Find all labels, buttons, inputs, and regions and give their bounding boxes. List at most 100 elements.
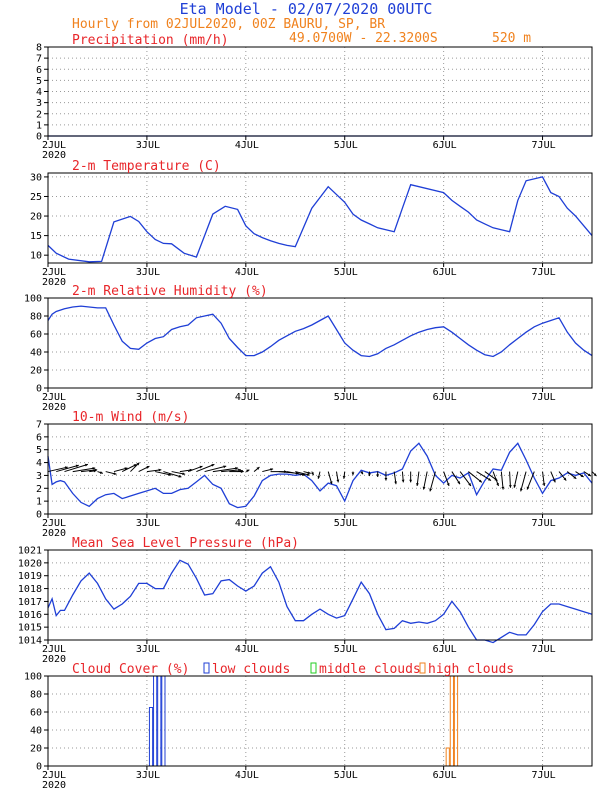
wind-arrow-shaft <box>520 471 527 492</box>
wind-arrow-shaft <box>526 471 535 490</box>
x-tick-label: 6JUL <box>433 267 457 278</box>
wind-arrow-head <box>270 468 274 471</box>
wind-arrow-head <box>256 467 260 470</box>
wind-arrow-head <box>519 488 523 492</box>
wind-arrow-shaft <box>56 464 79 473</box>
x-tick-label: 6JUL <box>433 392 457 403</box>
wind-arrow-head <box>329 481 333 485</box>
wind-arrow-head <box>311 472 314 476</box>
panel-frame <box>47 423 593 515</box>
y-tick-label: 2 <box>36 484 42 495</box>
wind-arrow-shaft <box>72 467 96 473</box>
legend-swatch <box>310 662 317 674</box>
wind-arrow-head <box>199 465 203 469</box>
station-elevation: 520 m <box>492 31 531 46</box>
y-tick-label: 7 <box>36 54 42 65</box>
y-tick-label: 15 <box>30 231 42 242</box>
wind-arrow-head <box>240 469 243 473</box>
wind-arrow-shaft <box>476 471 492 481</box>
wind-arrow-head <box>446 483 450 486</box>
location-coordinates: 49.0700W - 22.3200S <box>289 31 438 46</box>
chart-subtitle: Hourly from 02JUL2020, 00Z BAURU, SP, BR <box>72 17 385 32</box>
x-tick-label: 2JUL <box>42 392 66 403</box>
x-tick-label: 5JUL <box>334 267 358 278</box>
y-tick-label: 1 <box>36 497 42 508</box>
y-tick-label: 60 <box>30 708 42 719</box>
wind-arrow-head <box>235 466 239 470</box>
wind-arrow-head <box>351 472 355 476</box>
wind-arrow-shaft <box>459 471 472 487</box>
panel-title: 2-m Temperature (C) <box>72 159 221 174</box>
wind-arrow-head <box>99 471 103 474</box>
x-tick-label: 5JUL <box>334 392 358 403</box>
x-tick-label: 2JUL <box>42 267 66 278</box>
y-tick-label: 1018 <box>18 584 42 595</box>
y-tick-label: 4 <box>36 87 42 98</box>
wind-arrow-head <box>478 479 482 483</box>
x-year-label: 2020 <box>42 402 66 413</box>
legend-label: high clouds <box>428 662 514 677</box>
wind-arrow-head <box>468 483 471 486</box>
wind-arrow-shaft <box>468 471 483 483</box>
x-tick-label: 4JUL <box>235 392 259 403</box>
wind-arrow-shaft <box>163 471 182 478</box>
x-tick-label: 5JUL <box>334 140 358 151</box>
cloud-bar <box>449 675 454 767</box>
x-tick-label: 6JUL <box>433 644 457 655</box>
y-tick-label: 2 <box>36 109 42 120</box>
x-tick-label: 6JUL <box>433 518 457 529</box>
wind-arrow-head <box>317 475 321 479</box>
x-year-label: 2020 <box>42 277 66 288</box>
wind-arrow-head <box>84 463 88 467</box>
wind-arrow-shaft <box>500 471 504 490</box>
wind-arrow-head <box>146 466 150 469</box>
x-tick-label: 5JUL <box>334 518 358 529</box>
series-line <box>47 176 593 263</box>
panel-4: 0 1 2 3 4 5 67 2JUL 3JUL 4JUL 5JUL 6JUL 7JUL 2020 10-m… <box>36 410 597 539</box>
wind-arrow-head <box>513 484 517 488</box>
wind-arrow-head <box>488 477 492 481</box>
x-tick-label: 2JUL <box>42 518 66 529</box>
x-tick-label: 6JUL <box>433 140 457 151</box>
y-tick-label: 30 <box>30 172 42 183</box>
x-tick-label: 3JUL <box>136 392 160 403</box>
panel-title: 10-m Wind (m/s) <box>72 410 189 425</box>
x-tick-label: 4JUL <box>235 267 259 278</box>
panel-frame <box>47 46 593 137</box>
y-tick-label: 6 <box>36 65 42 76</box>
wind-arrow-head <box>593 473 597 477</box>
legend-label: middle clouds <box>319 662 421 677</box>
wind-arrow-head <box>92 466 96 470</box>
y-tick-label: 20 <box>30 744 42 755</box>
wind-arrow-head <box>496 483 499 486</box>
y-tick-label: 6 <box>36 432 42 443</box>
wind-arrow-head <box>384 477 388 481</box>
wind-arrow-shaft <box>212 467 239 473</box>
y-tick-label: 1016 <box>18 610 42 621</box>
wind-arrow-head <box>342 475 346 479</box>
wind-arrow-shaft <box>64 463 89 473</box>
wind-arrow-head <box>409 479 413 483</box>
y-tick-label: 0 <box>36 510 42 521</box>
x-tick-label: 4JUL <box>235 770 259 781</box>
panel-frame <box>47 675 593 767</box>
panel-frame <box>47 297 593 389</box>
panel-title: Cloud Cover (%) <box>72 662 189 677</box>
wind-arrow-head <box>368 473 371 477</box>
y-tick-label: 0 <box>36 762 42 773</box>
x-tick-label: 4JUL <box>235 140 259 151</box>
x-year-label: 2020 <box>42 654 66 665</box>
x-tick-label: 2JUL <box>42 770 66 781</box>
x-tick-label: 7JUL <box>532 267 556 278</box>
wind-arrow-head <box>158 468 162 472</box>
wind-arrow-head <box>526 486 530 490</box>
wind-arrow-head <box>457 481 460 485</box>
y-tick-label: 4 <box>36 458 42 469</box>
legend-label: low clouds <box>212 662 290 677</box>
wind-arrow-shaft <box>121 463 137 473</box>
wind-arrow-head <box>573 476 577 479</box>
y-tick-label: 80 <box>30 690 42 701</box>
y-tick-label: 100 <box>24 294 42 305</box>
wind-arrow-shaft <box>429 471 436 492</box>
